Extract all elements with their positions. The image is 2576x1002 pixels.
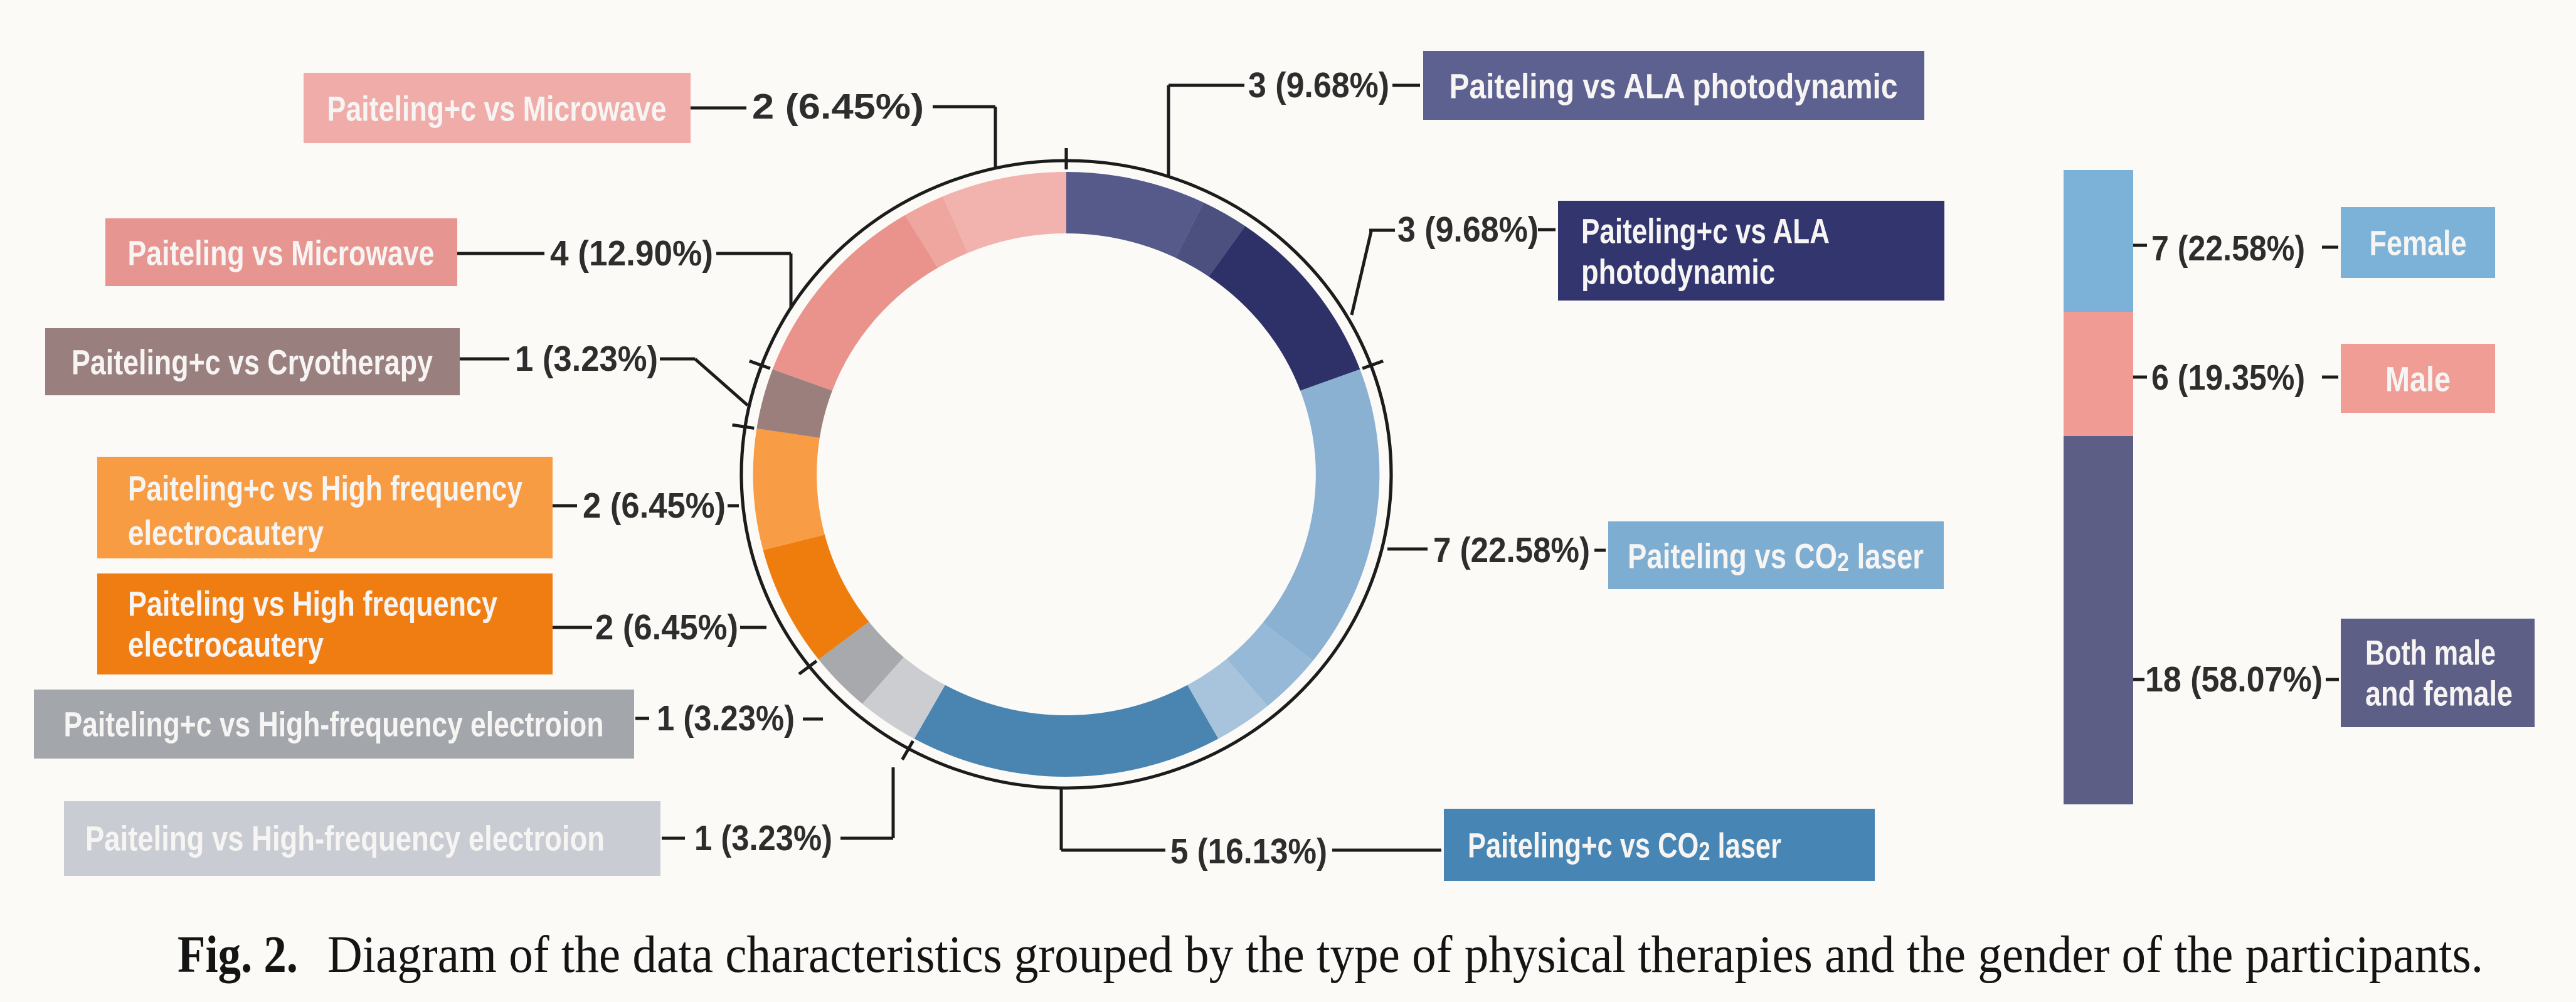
svg-text:Paiteling+c vs Cryotherapy: Paiteling+c vs Cryotherapy bbox=[72, 343, 433, 382]
svg-text:Paiteling+c vs High frequency: Paiteling+c vs High frequency bbox=[128, 469, 522, 508]
svg-text:Fig. 2.: Fig. 2. bbox=[178, 925, 298, 984]
svg-text:4 (12.90%): 4 (12.90%) bbox=[550, 233, 713, 274]
svg-text:2 (6.45%): 2 (6.45%) bbox=[595, 607, 738, 648]
svg-text:7 (22.58%): 7 (22.58%) bbox=[2151, 228, 2305, 269]
svg-text:2 (6.45%): 2 (6.45%) bbox=[752, 87, 924, 127]
svg-text:and female: and female bbox=[2365, 674, 2513, 713]
svg-text:Male: Male bbox=[2385, 360, 2451, 399]
svg-text:3 (9.68%): 3 (9.68%) bbox=[1397, 210, 1539, 250]
svg-text:Paiteling vs High-frequency el: Paiteling vs High-frequency electroion bbox=[85, 819, 605, 858]
svg-text:1 (3.23%): 1 (3.23%) bbox=[515, 339, 658, 379]
svg-text:photodynamic: photodynamic bbox=[1581, 252, 1775, 292]
svg-text:Paiteling+c vs High-frequency: Paiteling+c vs High-frequency electroion bbox=[64, 705, 604, 744]
svg-text:2 (6.45%): 2 (6.45%) bbox=[583, 486, 726, 526]
svg-text:7 (22.58%): 7 (22.58%) bbox=[1433, 530, 1590, 570]
svg-text:electrocautery: electrocautery bbox=[128, 513, 324, 553]
svg-text:1 (3.23%): 1 (3.23%) bbox=[694, 818, 832, 858]
svg-text:Paiteling vs CO2 laser: Paiteling vs CO2 laser bbox=[1628, 536, 1924, 577]
svg-text:Paiteling vs High frequency: Paiteling vs High frequency bbox=[128, 584, 497, 624]
svg-text:Paiteling+c vs Microwave: Paiteling+c vs Microwave bbox=[327, 89, 667, 129]
svg-text:electrocautery: electrocautery bbox=[128, 625, 324, 664]
svg-text:Female: Female bbox=[2370, 223, 2467, 263]
svg-text:1 (3.23%): 1 (3.23%) bbox=[657, 698, 795, 738]
svg-text:18 (58.07%): 18 (58.07%) bbox=[2145, 659, 2323, 700]
svg-text:Both male: Both male bbox=[2365, 633, 2496, 673]
svg-text:Paiteling vs ALA photodynamic: Paiteling vs ALA photodynamic bbox=[1450, 67, 1898, 106]
svg-text:Paiteling+c vs ALA: Paiteling+c vs ALA bbox=[1581, 211, 1830, 251]
svg-text:Diagram of the data characteri: Diagram of the data characteristics grou… bbox=[327, 925, 2483, 984]
svg-text:Paiteling vs Microwave: Paiteling vs Microwave bbox=[128, 233, 435, 273]
svg-text:3 (9.68%): 3 (9.68%) bbox=[1248, 65, 1389, 105]
svg-text:Paiteling+c vs CO2 laser: Paiteling+c vs CO2 laser bbox=[1468, 826, 1781, 866]
svg-text:6 (19.35%): 6 (19.35%) bbox=[2151, 358, 2305, 398]
svg-text:5 (16.13%): 5 (16.13%) bbox=[1170, 831, 1327, 871]
